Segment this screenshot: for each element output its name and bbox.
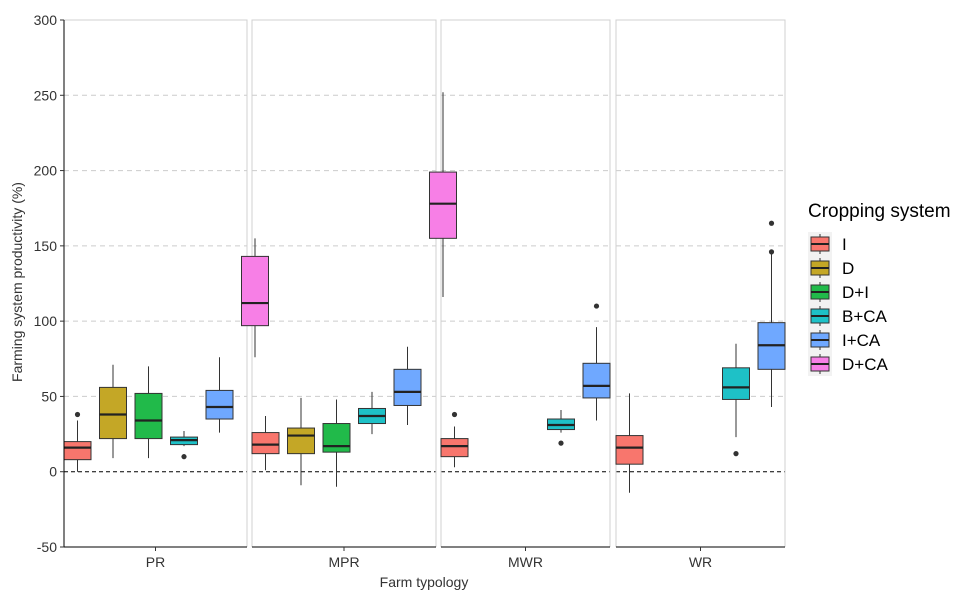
y-tick-label: 300 (34, 12, 58, 28)
box-PR-I (63, 411, 92, 472)
facet-panel-border (251, 19, 437, 547)
box-WR-I (615, 393, 644, 493)
box-body (582, 362, 611, 399)
legend: Cropping system ID D+I B+CA I+CA D+CA (808, 201, 951, 376)
box-WR-B+CA (722, 343, 750, 457)
box-WR-I+CA (757, 220, 786, 407)
y-axis: -50 0 50 100 150 200 250 300 (34, 12, 65, 555)
box-MPR-I (251, 416, 280, 471)
box-body (615, 435, 644, 465)
outlier-point (768, 220, 775, 226)
x-axis-label: Farm typology (380, 574, 469, 590)
x-tick-label: WR (689, 554, 712, 570)
legend-entry-B+CA: B+CA (808, 304, 888, 328)
box-body (241, 255, 269, 327)
box-body (287, 427, 315, 455)
box-MPR-D+I (322, 399, 351, 487)
box-MPR-D (287, 397, 315, 486)
legend-title: Cropping system (808, 201, 951, 222)
box-body (134, 392, 163, 440)
outlier-point (451, 411, 458, 418)
box-MPR-D+CA (429, 92, 457, 298)
box-body (440, 438, 469, 458)
legend-label: I+CA (842, 331, 881, 350)
x-tick-label: MWR (508, 554, 543, 570)
x-tick-label: MPR (328, 554, 359, 570)
legend-label: D+I (842, 283, 869, 302)
box-body (63, 441, 92, 461)
y-tick-label: 200 (34, 163, 58, 179)
legend-label: B+CA (842, 307, 888, 326)
legend-label: D+CA (842, 355, 888, 374)
y-tick-label: 250 (34, 87, 58, 103)
outlier-point (74, 411, 81, 418)
box-body (322, 423, 351, 453)
facet-panel-border (615, 19, 786, 547)
y-tick-label: 100 (34, 313, 58, 329)
box-MWR-B+CA (547, 409, 575, 446)
box-body (99, 386, 127, 440)
boxes (63, 92, 786, 493)
outlier-point (768, 249, 775, 255)
y-axis-label: Farming system productivity (%) (9, 182, 25, 382)
box-PR-D+I (134, 366, 163, 459)
y-tick-label: 150 (34, 238, 58, 254)
box-body (393, 368, 422, 406)
box-body (429, 171, 457, 239)
outlier-point (181, 454, 187, 460)
outlier-point (733, 451, 739, 457)
x-tick-label: PR (146, 554, 165, 570)
box-PR-I+CA (205, 357, 234, 433)
legend-entry-I: I (808, 232, 847, 256)
box-MWR-I (440, 411, 469, 468)
box-PR-B+CA (170, 431, 198, 460)
x-axis: PR MPR MWR WR (64, 546, 785, 570)
box-body (205, 389, 234, 420)
y-tick-label: -50 (37, 539, 57, 555)
legend-label: D (842, 259, 854, 278)
legend-label: I (842, 235, 847, 254)
box-body (251, 432, 280, 455)
y-tick-label: 50 (41, 388, 57, 404)
legend-entry-D: D (808, 256, 854, 280)
legend-entry-I+CA: I+CA (808, 328, 881, 352)
box-MPR-B+CA (358, 391, 386, 435)
facet-panel-border (63, 19, 248, 547)
legend-entry-D+CA: D+CA (808, 352, 888, 376)
legend-entry-D+I: D+I (808, 280, 869, 304)
outlier-point (593, 303, 600, 309)
facet-panel-border (440, 19, 611, 547)
box-PR-D (99, 364, 127, 459)
y-tick-label: 0 (49, 464, 57, 480)
facet-panels (63, 19, 786, 547)
box-body (722, 367, 750, 400)
gridlines (64, 19, 785, 473)
box-MWR-I+CA (582, 303, 611, 421)
box-MPR-I+CA (393, 346, 422, 426)
outlier-point (558, 440, 564, 446)
box-PR-D+CA (241, 238, 269, 358)
